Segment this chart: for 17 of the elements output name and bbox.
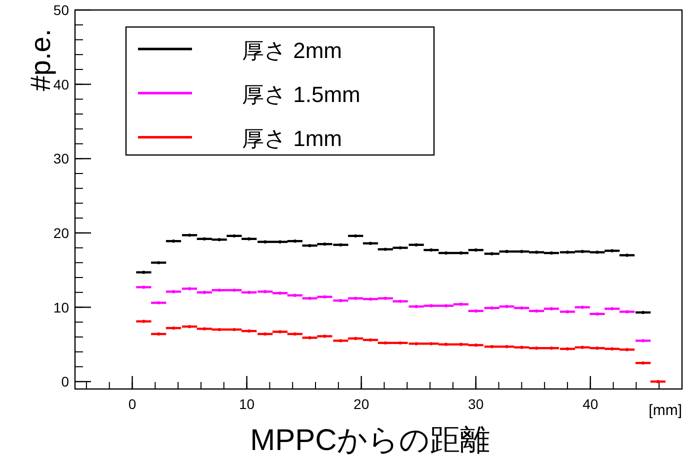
y-tick-label: 30 [53,150,70,167]
y-tick-label: 10 [53,299,70,316]
legend-label: 厚さ 1.5mm [242,82,360,108]
y-tick-label: 20 [53,224,70,241]
x-tick-label: 30 [468,396,484,412]
legend-label: 厚さ 2mm [242,38,342,63]
legend-label: 厚さ 1mm [242,126,342,152]
x-tick-label: 20 [354,396,370,412]
y-tick-label: 50 [53,2,70,18]
y-tick-label: 40 [53,76,70,92]
y-axis-title: #p.e. [25,28,56,92]
y-tick-label: 0 [61,374,70,390]
x-tick-label: 0 [128,396,136,412]
text: [mm] [648,402,682,419]
x-tick-label: 40 [582,396,598,412]
x-axis-title: MPPCからの距離 [250,424,490,456]
x-tick-label: 10 [239,396,255,412]
